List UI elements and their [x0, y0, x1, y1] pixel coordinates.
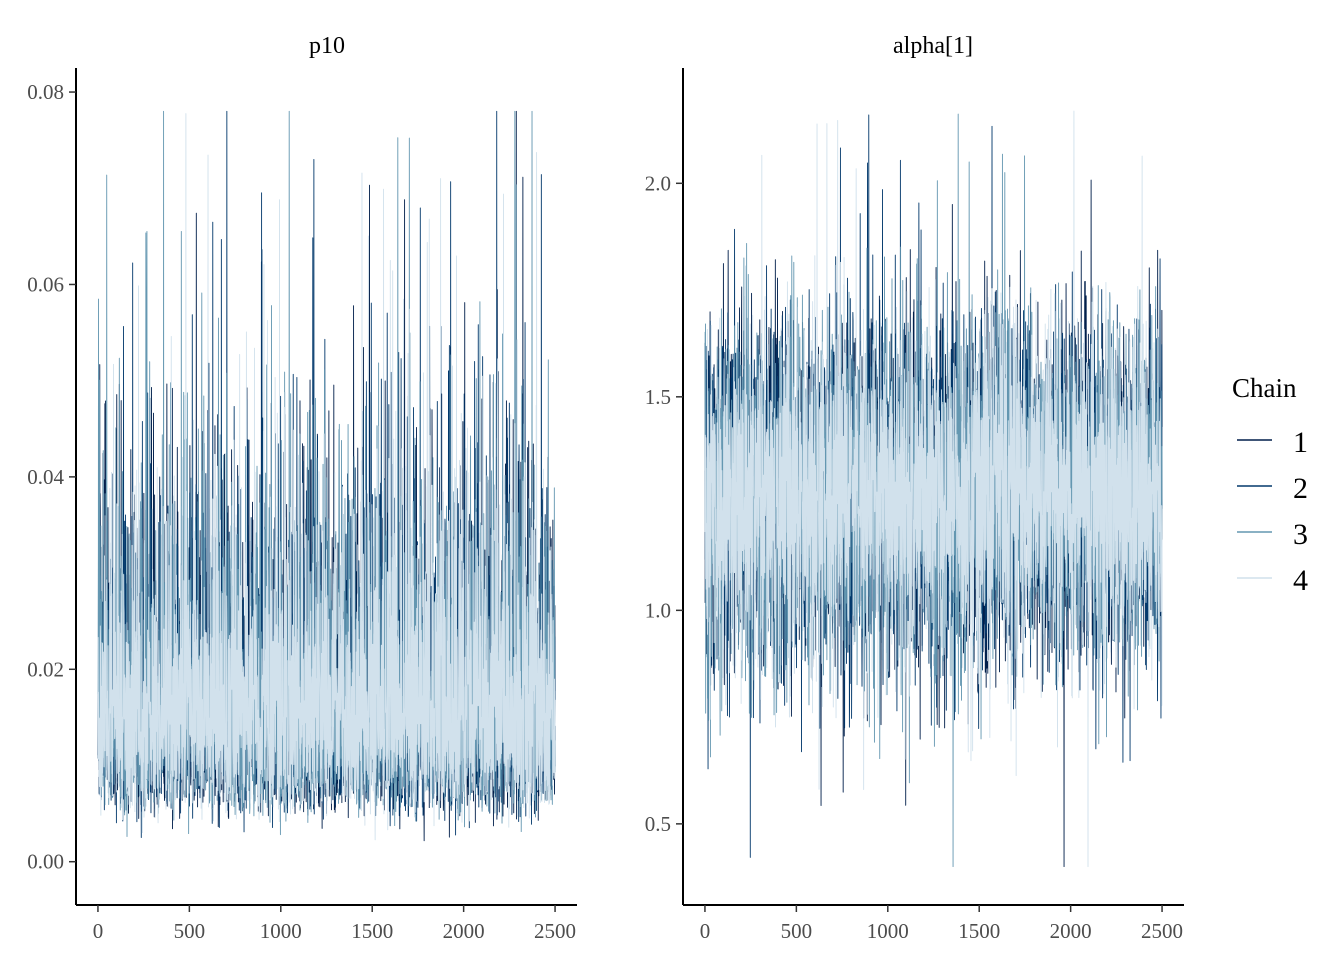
x-tick-label: 1000: [260, 919, 302, 943]
trace-chain-4: [704, 110, 1163, 868]
x-tick-label: 2500: [534, 919, 576, 943]
panel-title-alpha-1: alpha[1]: [893, 33, 973, 59]
trace-chain-4: [97, 113, 556, 841]
y-tick-label: 0.5: [645, 812, 671, 836]
x-tick-label: 1500: [351, 919, 393, 943]
y-tick-label: 1.0: [645, 598, 671, 622]
y-tick-label: 1.5: [645, 385, 671, 409]
y-tick-label: 0.02: [27, 657, 64, 681]
legend-label-chain-1: 1: [1293, 426, 1308, 459]
x-tick-label: 2000: [443, 919, 485, 943]
x-tick-label: 500: [174, 919, 206, 943]
x-tick-label: 500: [781, 919, 813, 943]
panel-p10: p10 0.00 0.02 0.04 0.06 0.08 0 500 1000 1500 2000…: [27, 33, 577, 943]
y-tick-label: 0.00: [27, 850, 64, 874]
y-tick-label: 0.08: [27, 80, 64, 104]
x-tick-label: 0: [93, 919, 104, 943]
traces-group: [97, 110, 556, 842]
y-tick-label: 0.04: [27, 465, 64, 489]
legend: Chain 1 2 3 4: [1232, 373, 1308, 597]
traces-group: [704, 110, 1163, 868]
x-tick-label: 1500: [958, 919, 1000, 943]
x-tick-label: 2500: [1141, 919, 1183, 943]
legend-label-chain-2: 2: [1293, 472, 1308, 505]
x-tick-label: 2000: [1050, 919, 1092, 943]
y-tick-label: 2.0: [645, 171, 671, 195]
legend-label-chain-4: 4: [1293, 564, 1308, 597]
legend-label-chain-3: 3: [1293, 518, 1308, 551]
y-tick-label: 0.06: [27, 272, 64, 296]
legend-title: Chain: [1232, 373, 1297, 403]
x-tick-label: 1000: [867, 919, 909, 943]
panel-alpha-1: alpha[1] 0.5 1.0 1.5 2.0 0 500 1000 1500 2000 250…: [645, 33, 1184, 943]
x-tick-label: 0: [700, 919, 711, 943]
panel-title-p10: p10: [309, 33, 345, 59]
